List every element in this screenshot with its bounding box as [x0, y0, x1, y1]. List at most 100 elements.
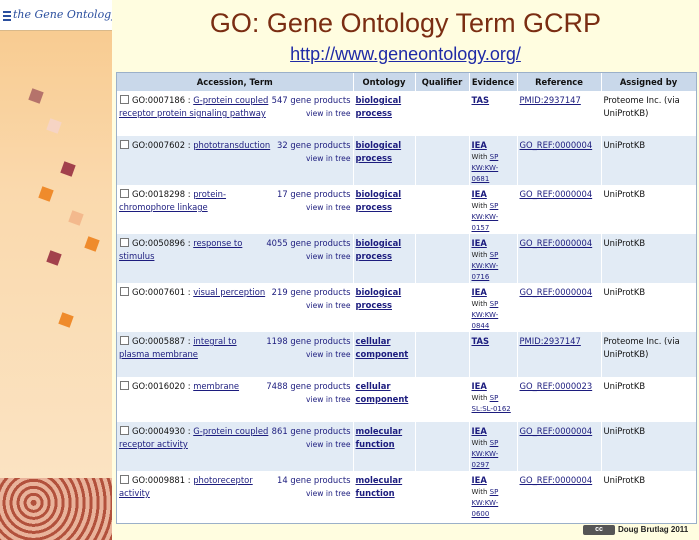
- gene-products: 4055 gene products view in tree: [266, 237, 350, 263]
- gene-products-link[interactable]: 17 gene products: [277, 189, 351, 199]
- term-link[interactable]: photoreceptor activity: [119, 475, 253, 498]
- ontology-link[interactable]: molecular function: [355, 475, 403, 498]
- gene-products-link[interactable]: 32 gene products: [277, 140, 351, 150]
- view-in-tree-link[interactable]: view in tree: [305, 395, 351, 404]
- gene-products-link[interactable]: 547 gene products: [271, 95, 351, 105]
- row-checkbox[interactable]: [120, 238, 129, 247]
- with-link[interactable]: SP KW:KW-0157: [471, 202, 499, 232]
- reference-link[interactable]: GO_REF:0000004: [519, 189, 593, 199]
- site-url-link[interactable]: http://www.geneontology.org/: [290, 44, 521, 64]
- view-in-tree-link[interactable]: view in tree: [305, 350, 351, 359]
- gene-products-link[interactable]: 1198 gene products: [266, 336, 351, 346]
- with-label: With: [471, 488, 488, 496]
- logo-mark-icon: [3, 9, 11, 21]
- ontology-link[interactable]: molecular function: [355, 426, 403, 449]
- evidence-code-link[interactable]: IEA: [471, 238, 487, 248]
- ontology-cell: molecular function: [353, 422, 416, 471]
- gene-products-link[interactable]: 861 gene products: [271, 426, 351, 436]
- view-in-tree-link[interactable]: view in tree: [305, 203, 351, 212]
- evidence-code-link[interactable]: TAS: [471, 95, 490, 105]
- with-link[interactable]: SP KW:KW-0297: [471, 439, 499, 469]
- term-link[interactable]: phototransduction: [193, 140, 271, 150]
- term-link[interactable]: G-protein coupled receptor activity: [119, 426, 269, 449]
- column-header-reference[interactable]: Reference: [517, 73, 602, 91]
- term-link[interactable]: integral to plasma membrane: [119, 336, 237, 359]
- accession-cell: 1198 gene products view in tree GO:0005887…: [117, 332, 354, 377]
- assigned-by-cell: UniProtKB: [601, 471, 696, 520]
- accession-id: GO:0050896: [132, 238, 186, 248]
- evidence-code-link[interactable]: IEA: [471, 189, 487, 199]
- view-in-tree-link[interactable]: view in tree: [305, 154, 351, 163]
- reference-link[interactable]: PMID:2937147: [519, 336, 581, 346]
- row-checkbox[interactable]: [120, 95, 129, 104]
- with-link[interactable]: SP KW:KW-0844: [471, 300, 499, 330]
- with-link[interactable]: SP KW:KW-0600: [471, 488, 499, 518]
- reference-link[interactable]: GO_REF:0000004: [519, 140, 593, 150]
- ontology-link[interactable]: biological process: [355, 140, 402, 163]
- qualifier-cell: [415, 136, 470, 185]
- view-in-tree-link[interactable]: view in tree: [305, 109, 351, 118]
- term-link[interactable]: visual perception: [193, 287, 266, 297]
- view-in-tree-link[interactable]: view in tree: [305, 489, 351, 498]
- view-in-tree-link[interactable]: view in tree: [305, 252, 351, 261]
- evidence-code-link[interactable]: IEA: [471, 287, 487, 297]
- evidence-code-link[interactable]: IEA: [471, 140, 487, 150]
- row-checkbox[interactable]: [120, 189, 129, 198]
- evidence-cell: IEA With SP KW:KW-0297: [469, 422, 518, 471]
- logo-text: the Gene Ontology: [13, 8, 112, 21]
- term-link[interactable]: protein-chromophore linkage: [119, 189, 227, 212]
- logo[interactable]: the Gene Ontology: [0, 0, 112, 31]
- reference-link[interactable]: GO_REF:0000004: [519, 287, 593, 297]
- reference-link[interactable]: PMID:2937147: [519, 95, 581, 105]
- evidence-with: With SP SL:SL-0162: [472, 393, 515, 415]
- term-link[interactable]: membrane: [193, 381, 240, 391]
- accession-id: GO:0009881: [132, 475, 186, 485]
- term-link[interactable]: response to stimulus: [119, 238, 243, 261]
- ontology-link[interactable]: biological process: [355, 189, 402, 212]
- column-header-qualifier[interactable]: Qualifier: [415, 73, 470, 91]
- reference-cell: GO_REF:0000023: [517, 377, 602, 422]
- evidence-code-link[interactable]: IEA: [471, 381, 487, 391]
- row-checkbox[interactable]: [120, 140, 129, 149]
- row-checkbox[interactable]: [120, 426, 129, 435]
- with-label: With: [471, 153, 488, 161]
- evidence-code-link[interactable]: TAS: [471, 336, 490, 346]
- qualifier-cell: [415, 283, 470, 332]
- with-link[interactable]: SP KW:KW-0681: [471, 153, 499, 183]
- with-link[interactable]: SP SL:SL-0162: [471, 394, 511, 413]
- gene-products-link[interactable]: 14 gene products: [277, 475, 351, 485]
- term-link[interactable]: G-protein coupled receptor protein signa…: [119, 95, 269, 118]
- ontology-link[interactable]: cellular component: [355, 336, 409, 359]
- accession-id: GO:0007602: [132, 140, 186, 150]
- with-link[interactable]: SP KW:KW-0716: [471, 251, 499, 281]
- evidence-with: With SP KW:KW-0157: [472, 201, 515, 234]
- view-in-tree-link[interactable]: view in tree: [305, 440, 351, 449]
- evidence-code-link[interactable]: IEA: [471, 426, 487, 436]
- row-checkbox[interactable]: [120, 381, 129, 390]
- reference-link[interactable]: GO_REF:0000004: [519, 238, 593, 248]
- ontology-cell: biological process: [353, 283, 416, 332]
- gene-products: 861 gene products view in tree: [272, 425, 351, 451]
- reference-link[interactable]: GO_REF:0000023: [519, 381, 593, 391]
- gene-products-link[interactable]: 4055 gene products: [266, 238, 351, 248]
- gene-products: 219 gene products view in tree: [272, 286, 351, 312]
- ontology-link[interactable]: cellular component: [355, 381, 409, 404]
- row-checkbox[interactable]: [120, 336, 129, 345]
- ontology-link[interactable]: biological process: [355, 238, 402, 261]
- reference-link[interactable]: GO_REF:0000004: [519, 426, 593, 436]
- column-header-evidence[interactable]: Evidence: [469, 73, 518, 91]
- ontology-link[interactable]: biological process: [355, 95, 402, 118]
- row-checkbox[interactable]: [120, 475, 129, 484]
- row-checkbox[interactable]: [120, 287, 129, 296]
- accession-id: GO:0004930: [132, 426, 186, 436]
- column-header-ontology[interactable]: Ontology: [353, 73, 416, 91]
- assigned-by-cell: UniProtKB: [601, 136, 696, 185]
- evidence-code-link[interactable]: IEA: [471, 475, 487, 485]
- ontology-link[interactable]: biological process: [355, 287, 402, 310]
- column-header-assigned-by[interactable]: Assigned by: [601, 73, 696, 91]
- view-in-tree-link[interactable]: view in tree: [305, 301, 351, 310]
- gene-products-link[interactable]: 7488 gene products: [266, 381, 351, 391]
- reference-link[interactable]: GO_REF:0000004: [519, 475, 593, 485]
- gene-products-link[interactable]: 219 gene products: [271, 287, 351, 297]
- column-header-accession[interactable]: Accession, Term: [117, 73, 354, 91]
